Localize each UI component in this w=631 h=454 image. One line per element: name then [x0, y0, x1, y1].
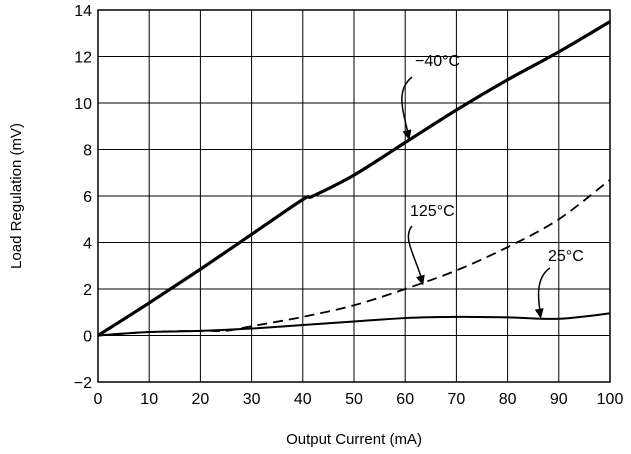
y-tick-label: 2: [83, 282, 92, 299]
y-tick-label: 10: [74, 96, 92, 113]
plot-frame: [97, 9, 611, 383]
x-tick-label: 90: [550, 391, 568, 408]
y-tick-labels: −2 0 2 4 6 8 10 12 14: [74, 3, 92, 392]
x-tick-label: 60: [396, 391, 414, 408]
annotation-arrowhead-2: [534, 308, 544, 319]
series-group: [97, 20, 611, 337]
annotation-arrow-1: [407, 225, 424, 284]
x-tick-label: 20: [192, 391, 210, 408]
series-line-0: [97, 20, 611, 337]
y-tick-label: 8: [83, 143, 92, 160]
x-axis-label: Output Current (mA): [286, 431, 422, 448]
x-tick-label: 70: [448, 391, 466, 408]
x-tick-label: 0: [94, 391, 103, 408]
series-line-2: [97, 312, 611, 337]
annotation-label-2: 25°C: [548, 248, 584, 265]
x-tick-label: 100: [597, 391, 624, 408]
annotations: −40°C 125°C 25°C: [401, 53, 584, 319]
annotation-arrowhead-1: [416, 274, 425, 286]
y-axis-label: Load Regulation (mV): [8, 123, 25, 269]
y-tick-label: 14: [74, 3, 92, 20]
y-tick-label: 6: [83, 189, 92, 206]
x-tick-label: 50: [345, 391, 363, 408]
y-tick-label: 4: [83, 236, 92, 253]
y-tick-label: −2: [74, 375, 92, 392]
y-tick-label: 0: [83, 329, 92, 346]
x-tick-label: 80: [499, 391, 517, 408]
x-tick-label: 30: [243, 391, 261, 408]
annotation-arrowhead-0: [402, 129, 412, 141]
annotation-arrow-0: [401, 76, 413, 139]
y-tick-label: 12: [74, 50, 92, 67]
x-tick-label: 40: [294, 391, 312, 408]
x-tick-labels: 0 10 20 30 40 50 60 70 80 90 100: [94, 391, 624, 408]
x-tick-label: 10: [140, 391, 158, 408]
annotation-label-0: −40°C: [415, 53, 460, 70]
annotation-label-1: 125°C: [410, 203, 455, 220]
